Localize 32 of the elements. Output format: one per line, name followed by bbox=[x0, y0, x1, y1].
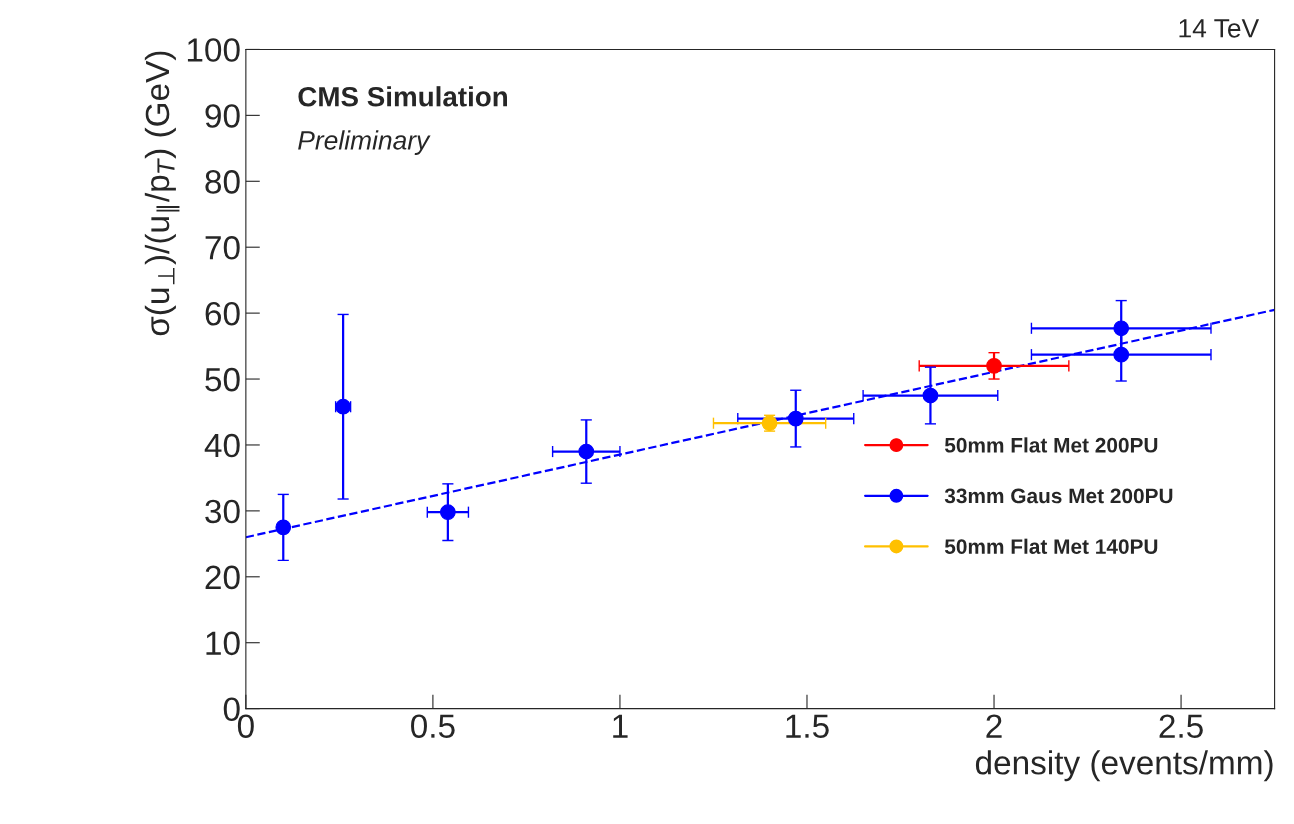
x-tick-label: 0.5 bbox=[411, 714, 455, 738]
legend-label: 50mm Flat Met 140PU bbox=[944, 538, 1158, 554]
x-axis-title: density (events/mm) bbox=[975, 750, 1273, 782]
point bbox=[578, 443, 595, 460]
point bbox=[1113, 346, 1130, 363]
text: 14 TeV bbox=[1179, 19, 1260, 38]
point bbox=[439, 504, 456, 521]
point bbox=[787, 410, 804, 427]
y-tick-label: 0 bbox=[223, 697, 240, 722]
annotation: CMS Simulation bbox=[298, 86, 507, 107]
point bbox=[986, 357, 1002, 374]
y-tick-label: 30 bbox=[205, 499, 240, 524]
y-tick-label: 10 bbox=[206, 631, 240, 656]
y-tick-label: 70 bbox=[205, 236, 240, 260]
y-tick-label: 20 bbox=[205, 565, 240, 590]
y-tick-label: 100 bbox=[187, 38, 240, 62]
y-tick-label: 90 bbox=[205, 104, 240, 128]
x-tick-label: 2 bbox=[986, 714, 1002, 738]
x-tick-label: 1.5 bbox=[786, 714, 829, 738]
point bbox=[922, 387, 939, 404]
point bbox=[1113, 320, 1130, 337]
x-tick-label: 2.5 bbox=[1159, 714, 1203, 738]
y-tick-label: 40 bbox=[204, 433, 240, 458]
y-tick-label: 50 bbox=[205, 367, 240, 392]
x-tick-label: 1 bbox=[613, 714, 628, 738]
point bbox=[275, 519, 292, 536]
legend-label: 50mm Flat Met 200PU bbox=[944, 437, 1158, 453]
y-tick-label: 80 bbox=[205, 170, 240, 194]
y-axis-title: σ(u$_{⊥}$)/(u$_{∥}$/p$_{T}$) (GeV) bbox=[144, 51, 180, 336]
legend-label: 33mm Gaus Met 200PU bbox=[944, 488, 1173, 504]
y-tick-label: 60 bbox=[205, 301, 240, 326]
annotation: Preliminary bbox=[298, 130, 431, 155]
